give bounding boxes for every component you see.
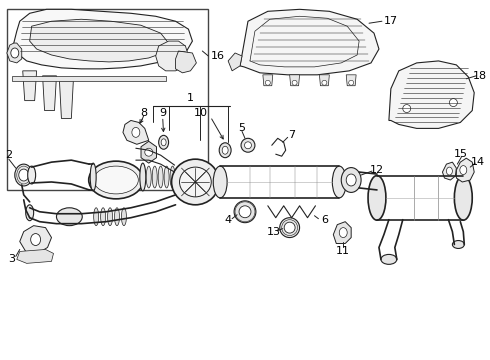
Ellipse shape bbox=[25, 205, 34, 221]
Ellipse shape bbox=[19, 169, 29, 181]
Polygon shape bbox=[263, 75, 273, 86]
Text: 4: 4 bbox=[224, 215, 232, 225]
Ellipse shape bbox=[322, 80, 327, 85]
Ellipse shape bbox=[11, 48, 19, 58]
Bar bbox=[7, 9, 208, 190]
Text: 7: 7 bbox=[288, 130, 295, 140]
Text: 5: 5 bbox=[239, 123, 245, 134]
Polygon shape bbox=[20, 226, 51, 253]
Ellipse shape bbox=[158, 166, 163, 188]
Text: 6: 6 bbox=[321, 215, 328, 225]
Polygon shape bbox=[333, 222, 351, 243]
Ellipse shape bbox=[245, 142, 251, 149]
Ellipse shape bbox=[90, 163, 96, 191]
Ellipse shape bbox=[403, 105, 411, 113]
Polygon shape bbox=[319, 75, 329, 86]
Polygon shape bbox=[17, 249, 53, 264]
Ellipse shape bbox=[94, 166, 138, 194]
Ellipse shape bbox=[89, 161, 143, 199]
Ellipse shape bbox=[449, 99, 457, 107]
Ellipse shape bbox=[56, 208, 82, 226]
Text: 18: 18 bbox=[473, 71, 487, 81]
Ellipse shape bbox=[31, 234, 41, 246]
Polygon shape bbox=[389, 61, 474, 129]
Ellipse shape bbox=[147, 166, 151, 188]
Text: 10: 10 bbox=[194, 108, 207, 117]
Polygon shape bbox=[7, 43, 22, 63]
Polygon shape bbox=[456, 158, 474, 182]
Ellipse shape bbox=[332, 166, 346, 198]
Polygon shape bbox=[43, 76, 56, 111]
Ellipse shape bbox=[122, 208, 126, 226]
Text: 15: 15 bbox=[454, 149, 468, 159]
Polygon shape bbox=[23, 71, 37, 100]
Ellipse shape bbox=[452, 240, 465, 248]
Ellipse shape bbox=[145, 148, 153, 156]
Text: 16: 16 bbox=[211, 51, 225, 61]
Polygon shape bbox=[141, 141, 156, 163]
Ellipse shape bbox=[164, 166, 169, 188]
Polygon shape bbox=[346, 75, 356, 86]
Polygon shape bbox=[240, 9, 379, 75]
Polygon shape bbox=[123, 121, 149, 144]
Ellipse shape bbox=[284, 222, 295, 233]
Polygon shape bbox=[442, 162, 456, 180]
Ellipse shape bbox=[213, 166, 227, 198]
Ellipse shape bbox=[446, 167, 452, 175]
Ellipse shape bbox=[222, 146, 228, 154]
Text: 17: 17 bbox=[384, 16, 398, 26]
Text: 14: 14 bbox=[471, 157, 485, 167]
Polygon shape bbox=[12, 76, 166, 81]
Ellipse shape bbox=[339, 228, 347, 238]
Polygon shape bbox=[59, 81, 74, 118]
Ellipse shape bbox=[346, 174, 356, 186]
Ellipse shape bbox=[266, 80, 270, 85]
Text: 13: 13 bbox=[267, 226, 281, 237]
Ellipse shape bbox=[115, 208, 120, 226]
Ellipse shape bbox=[179, 167, 211, 197]
Polygon shape bbox=[175, 51, 196, 73]
Ellipse shape bbox=[161, 139, 166, 146]
Ellipse shape bbox=[239, 206, 251, 218]
Ellipse shape bbox=[280, 218, 299, 238]
Ellipse shape bbox=[172, 159, 219, 205]
Ellipse shape bbox=[100, 208, 105, 226]
Polygon shape bbox=[30, 19, 169, 62]
Text: 8: 8 bbox=[140, 108, 147, 117]
Ellipse shape bbox=[94, 208, 98, 226]
Text: 2: 2 bbox=[5, 150, 12, 160]
Polygon shape bbox=[156, 41, 189, 71]
Ellipse shape bbox=[234, 201, 256, 223]
Text: 9: 9 bbox=[159, 108, 166, 117]
Ellipse shape bbox=[170, 166, 175, 188]
Ellipse shape bbox=[140, 163, 146, 191]
Ellipse shape bbox=[368, 176, 386, 220]
Polygon shape bbox=[228, 53, 242, 71]
Polygon shape bbox=[14, 9, 193, 69]
Ellipse shape bbox=[152, 166, 157, 188]
Ellipse shape bbox=[159, 135, 169, 149]
Ellipse shape bbox=[219, 143, 231, 158]
Ellipse shape bbox=[381, 255, 397, 264]
Polygon shape bbox=[290, 75, 299, 86]
Ellipse shape bbox=[15, 164, 33, 186]
Ellipse shape bbox=[132, 127, 140, 137]
Text: 11: 11 bbox=[336, 247, 350, 256]
Ellipse shape bbox=[460, 166, 467, 175]
Ellipse shape bbox=[341, 168, 361, 192]
Ellipse shape bbox=[292, 80, 297, 85]
Ellipse shape bbox=[28, 166, 36, 184]
Text: 3: 3 bbox=[8, 255, 15, 264]
Text: 1: 1 bbox=[187, 93, 194, 103]
Ellipse shape bbox=[454, 176, 472, 220]
Ellipse shape bbox=[108, 208, 113, 226]
Ellipse shape bbox=[241, 138, 255, 152]
Text: 12: 12 bbox=[370, 165, 384, 175]
Ellipse shape bbox=[349, 80, 354, 85]
